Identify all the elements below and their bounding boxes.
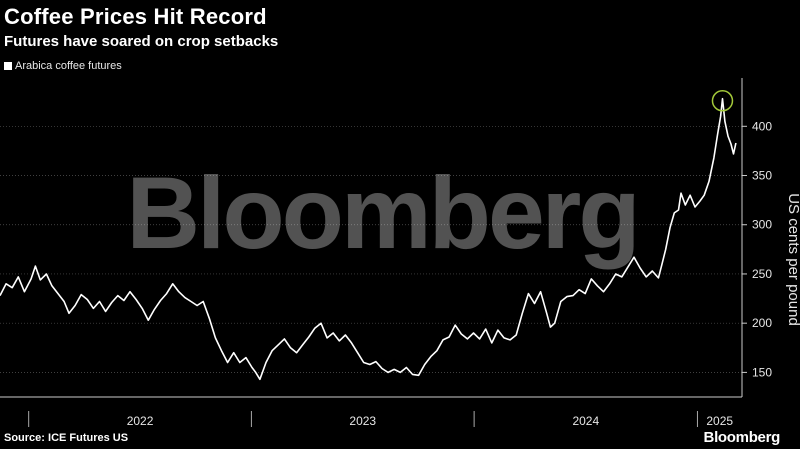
record-highlight-circle [711, 89, 734, 112]
y-tick-label-250: 250 [752, 267, 772, 281]
y-axis-title: US cents per pound [785, 193, 800, 326]
legend-swatch [4, 62, 12, 70]
x-tick-label-2024: 2024 [572, 414, 599, 428]
y-tick-label-150: 150 [752, 365, 772, 379]
x-tick-label-2022: 2022 [127, 414, 154, 428]
legend: Arabica coffee futures [4, 60, 122, 72]
bloomberg-watermark: Bloomberg [126, 156, 637, 270]
axis-layer: 150 200 250 300 350 400 2022 2023 2024 2025 [0, 78, 772, 428]
chart-title: Coffee Prices Hit Record [4, 4, 267, 29]
y-tick-label-200: 200 [752, 316, 772, 330]
y-tick-label-350: 350 [752, 169, 772, 183]
legend-label: Arabica coffee futures [15, 60, 122, 72]
source-note: Source: ICE Futures US [4, 432, 129, 444]
grid-layer [0, 125, 742, 373]
x-tick-label-2025: 2025 [706, 414, 733, 428]
x-tick-label-2023: 2023 [349, 414, 376, 428]
series-line-arabica [0, 97, 737, 381]
y-tick-label-300: 300 [752, 218, 772, 232]
y-tick-label-400: 400 [752, 119, 772, 133]
bloomberg-logo: Bloomberg [703, 429, 781, 446]
chart-subtitle: Futures have soared on crop setbacks [4, 33, 279, 50]
